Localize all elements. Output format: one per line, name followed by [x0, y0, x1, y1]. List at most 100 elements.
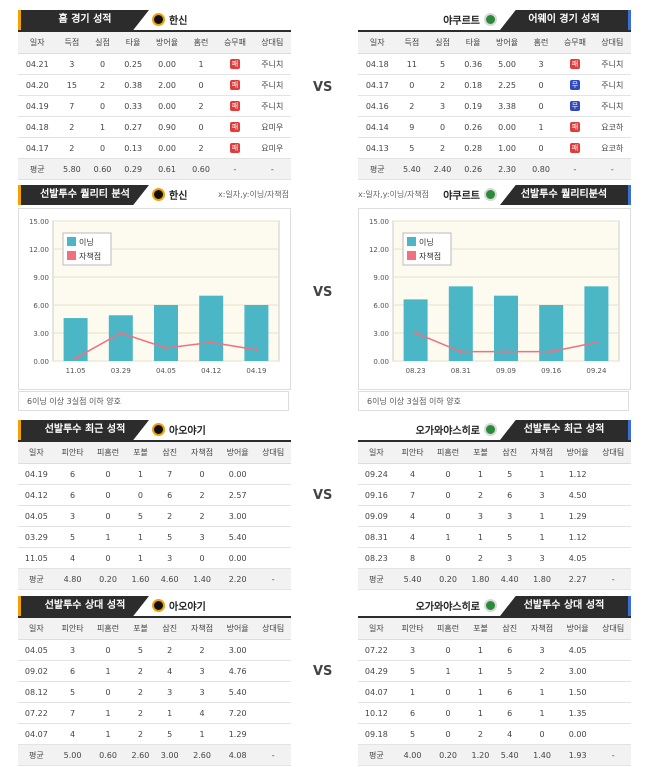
table-cell: 평균 [358, 568, 395, 590]
table-cell: 5 [495, 526, 525, 548]
column-header: 일자 [358, 442, 395, 464]
table-cell: 11 [396, 53, 428, 75]
chart-note: 6이닝 이상 3실점 이하 양호 [358, 391, 629, 411]
column-header: 피홈런 [90, 442, 126, 464]
table-cell: 요미우 [253, 137, 291, 159]
table-cell: 3 [524, 639, 560, 661]
pitcher-name: 아오야기 [152, 598, 206, 613]
table-cell: 요코하 [593, 137, 631, 159]
column-header: 자책점 [184, 618, 220, 640]
table-cell: 5 [125, 505, 156, 527]
table-row: 09.18 5 0 2 4 0 0.00 [358, 723, 631, 745]
table-cell: 6 [54, 484, 91, 506]
legend-swatch [67, 251, 76, 260]
swallows-logo-icon [484, 423, 497, 436]
table-cell: 3 [524, 484, 560, 506]
column-header: 피안타 [54, 442, 91, 464]
column-header: 실점 [87, 32, 118, 54]
table-cell: 1.29 [559, 505, 596, 527]
table-cell: 03.29 [18, 526, 55, 548]
table-cell: 평균 [18, 744, 55, 766]
table-row: 04.21 3 0 0.25 0.00 1 패 주니치 [18, 53, 291, 75]
x-tick-label: 11.05 [66, 367, 86, 375]
average-row: 평균 5.80 0.60 0.29 0.61 0.60- - [18, 158, 291, 180]
column-header: 삼진 [495, 442, 525, 464]
table-cell: 04.17 [18, 137, 57, 159]
table-cell: 4 [394, 526, 431, 548]
table-cell: 주니치 [253, 95, 291, 117]
average-row: 평균 5.40 0.20 1.80 4.40 1.80 2.27- [358, 568, 631, 590]
table-cell: 1 [465, 660, 496, 682]
column-header: 상대팀 [595, 618, 631, 640]
table-cell: 5.00 [54, 744, 91, 766]
table-cell: 6 [155, 484, 185, 506]
table-cell: 무 [556, 95, 594, 117]
table-cell: 0 [427, 116, 458, 138]
y-tick-label: 12.00 [369, 246, 389, 254]
table-cell: 패 [216, 116, 254, 138]
panel-title: 선발투수 퀄리티분석 [500, 185, 631, 205]
tigers-logo-icon [152, 13, 165, 26]
table-cell: 3.00 [219, 505, 256, 527]
average-row: 평균 5.40 2.40 0.26 2.30 0.80- - [358, 158, 631, 180]
table-cell: 요코하 [593, 116, 631, 138]
earned-run-point [594, 340, 598, 344]
result-lose-icon: 패 [569, 59, 580, 69]
table-cell: 0 [90, 463, 126, 485]
result-lose-icon: 패 [229, 122, 240, 132]
earned-run-point [254, 348, 258, 352]
table-cell: 2 [184, 484, 220, 506]
table-cell: 4.80 [54, 568, 91, 590]
table-cell: 3 [184, 660, 220, 682]
earned-run-point [414, 331, 418, 335]
table-cell: 08.31 [358, 526, 395, 548]
table-row: 09.02 6 1 2 4 3 4.76 [18, 660, 291, 682]
column-header: 상대팀 [255, 442, 291, 464]
table-cell: 5.40 [394, 568, 431, 590]
table-cell: 5 [394, 723, 431, 745]
column-header: 일자 [358, 32, 397, 54]
table-row: 04.16 2 3 0.19 3.38 0 무 주니치 [358, 95, 631, 117]
table-cell: 08.23 [358, 547, 395, 569]
column-header: 일자 [358, 618, 395, 640]
table-cell: 무 [556, 74, 594, 96]
record-table: 일자 피안타 피홈런 포볼 삼진 자책점 방어율 상대팀 09.24 4 0 1 5 1 1.12 09.16… [358, 442, 631, 590]
column-header: 삼진 [155, 442, 185, 464]
table-cell: 5.40 [219, 681, 256, 703]
table-cell: 6 [54, 463, 91, 485]
table-cell: 4 [155, 660, 185, 682]
table-cell: 7 [54, 702, 91, 724]
panel-header: 선발투수 상대 성적 아오야기 [18, 596, 291, 618]
table-cell: 5.80 [56, 158, 88, 180]
column-header: 포볼 [125, 618, 156, 640]
table-cell: 4.76 [219, 660, 256, 682]
panel-header: 야쿠르트 어웨이 경기 성적 [358, 10, 631, 32]
table-row: 04.17 0 2 0.18 2.25 0 무 주니치 [358, 74, 631, 96]
average-row: 평균 4.00 0.20 1.20 5.40 1.40 1.93- [358, 744, 631, 766]
table-cell: 2 [427, 137, 458, 159]
team-name: 야쿠르트 [443, 12, 497, 27]
table-cell: 5 [54, 526, 91, 548]
table-cell: 5 [495, 463, 525, 485]
table-cell: 2 [465, 547, 496, 569]
table-cell [255, 660, 291, 682]
panel-header: 홈 경기 성적 한신 [18, 10, 291, 32]
table-cell: 09.09 [358, 505, 395, 527]
table-cell: 0 [525, 95, 557, 117]
table-cell: 3 [495, 505, 525, 527]
table-cell: 1.93 [559, 744, 596, 766]
team-name: 한신 [152, 12, 187, 27]
table-cell: 0.00 [148, 53, 186, 75]
table-cell: 3 [184, 681, 220, 703]
table-cell [595, 702, 631, 724]
quality-analysis-panel: x:일자,y:이닝/자책점 야쿠르트 선발투수 퀄리티분석 0.00 3.00 6.… [358, 185, 631, 411]
x-tick-label: 08.31 [451, 367, 471, 375]
table-cell: 1 [524, 681, 560, 703]
column-header: 득점 [56, 32, 88, 54]
tigers-logo-icon [152, 423, 165, 436]
legend-label: 자책점 [419, 251, 441, 261]
table-cell: 2 [87, 74, 118, 96]
table-cell: 4 [54, 547, 91, 569]
table-cell: 0.00 [219, 547, 256, 569]
table-row: 04.07 4 1 2 5 1 1.29 [18, 723, 291, 745]
